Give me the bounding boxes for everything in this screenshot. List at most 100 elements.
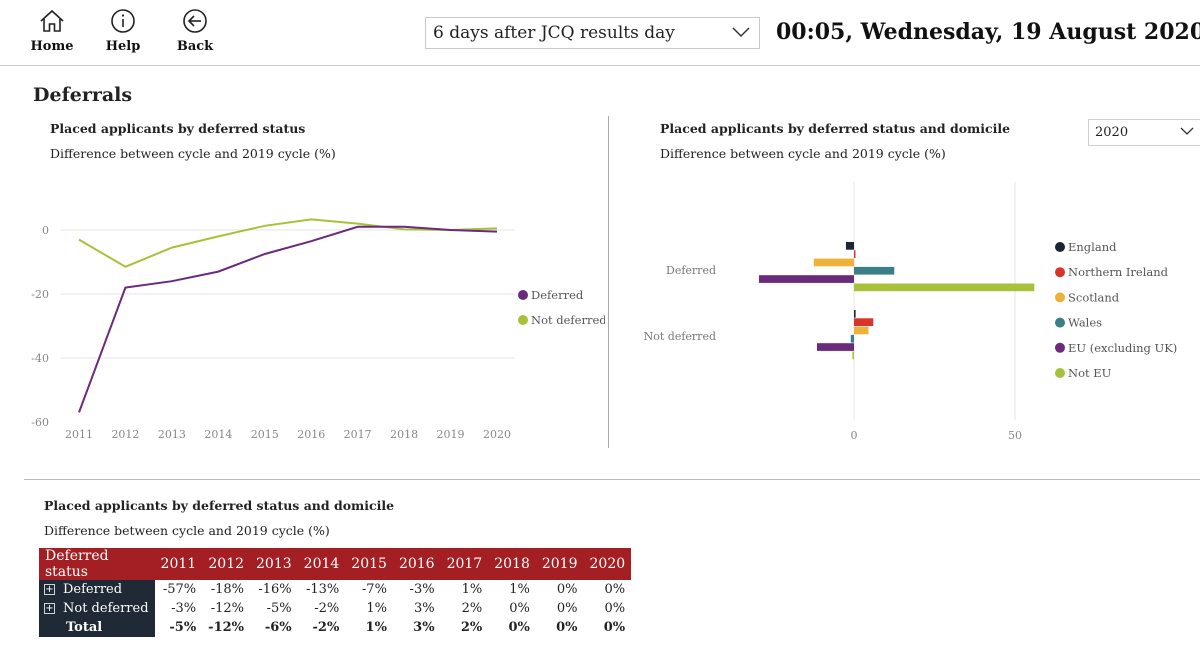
chevron-down-icon bbox=[1180, 127, 1194, 135]
table-cell: 1% bbox=[365, 620, 387, 635]
table-cell: 0% bbox=[509, 601, 530, 616]
table-cell: 1% bbox=[461, 582, 483, 597]
chevron-down-icon bbox=[732, 27, 750, 38]
x-tick-label: 2013 bbox=[158, 428, 186, 441]
table-cell: 2% bbox=[461, 601, 483, 616]
header-year: 2016 bbox=[392, 548, 441, 580]
vertical-divider bbox=[608, 116, 609, 448]
legend-marker bbox=[518, 315, 528, 325]
table-row: + Deferred -57% -18% -16% -13% -7% -3% 1% 1% 0% 0% bbox=[39, 580, 631, 599]
legend-label: Northern Ireland bbox=[1068, 265, 1169, 279]
legend-marker bbox=[1055, 342, 1065, 353]
table-cell: 0% bbox=[603, 620, 626, 635]
bar-eu-excluding-uk bbox=[816, 343, 854, 351]
table-cell: -12% bbox=[210, 601, 245, 616]
row-label-text: Deferred bbox=[63, 582, 123, 597]
back-button[interactable]: Back bbox=[165, 8, 225, 54]
header-year: 2013 bbox=[250, 548, 298, 580]
table-row: + Not deferred -3% -12% -5% -2% 1% 3% 2% 0% 0% 0% bbox=[39, 599, 631, 618]
legend-marker bbox=[1055, 317, 1065, 328]
x-tick-label: 2018 bbox=[390, 428, 418, 441]
legend-marker bbox=[1055, 292, 1065, 303]
header-year: 2014 bbox=[297, 548, 346, 580]
table-cell: 3% bbox=[413, 620, 435, 635]
legend-label: Wales bbox=[1068, 316, 1102, 330]
row-label-text: Total bbox=[66, 620, 103, 635]
table-cell: -13% bbox=[306, 582, 340, 597]
table-cell: 1% bbox=[509, 582, 530, 597]
category-label: Not deferred bbox=[644, 330, 716, 343]
timepoint-selected: 6 days after JCQ results day bbox=[433, 23, 675, 43]
bar-chart-deferred-domicile: 0 50 Deferred Not deferred England Northern I… bbox=[644, 182, 1177, 442]
deferral-matrix-table: Deferred status 2011 2012 2013 2014 2015 2016… bbox=[39, 548, 632, 637]
x-tick-label: 2012 bbox=[111, 428, 139, 441]
table-cell: 1% bbox=[366, 601, 387, 616]
x-tick-label: 2016 bbox=[297, 428, 325, 441]
expand-icon[interactable]: + bbox=[44, 603, 55, 614]
bar-northern-ireland bbox=[854, 318, 874, 326]
table-cell: -5% bbox=[266, 601, 292, 616]
line-chart-deferred-status: 0 -20 -40 -60 2011 2012 2013 2014 2015 2016 2017 20… bbox=[31, 218, 605, 441]
header-year: 2019 bbox=[535, 548, 584, 580]
x-tick-label: 2015 bbox=[251, 428, 279, 441]
table-cell: -12% bbox=[208, 620, 245, 635]
info-icon bbox=[111, 9, 135, 33]
x-tick-label: 2019 bbox=[437, 428, 465, 441]
section-title: Deferrals bbox=[33, 84, 133, 106]
row-label[interactable]: + Not deferred bbox=[39, 599, 155, 618]
table-cell: -7% bbox=[361, 582, 387, 597]
row-label-total: Total bbox=[39, 618, 155, 637]
row-label[interactable]: + Deferred bbox=[39, 580, 155, 599]
x-tick-label: 2011 bbox=[65, 428, 93, 441]
legend-marker bbox=[1055, 242, 1065, 252]
legend-marker bbox=[518, 290, 528, 300]
bar-wales bbox=[854, 266, 895, 275]
legend-marker bbox=[1055, 267, 1065, 278]
table-cell: 3% bbox=[413, 601, 435, 616]
legend-label: Scotland bbox=[1068, 290, 1120, 304]
table-cell: 0% bbox=[604, 582, 626, 597]
bar-wales bbox=[850, 334, 854, 343]
chart2-subtitle: Difference between cycle and 2019 cycle … bbox=[660, 146, 946, 161]
year-selected: 2020 bbox=[1095, 125, 1129, 140]
header-year: 2018 bbox=[488, 548, 536, 580]
header-year: 2011 bbox=[154, 548, 203, 580]
series-line-not-deferred bbox=[78, 218, 498, 268]
back-arrow-icon bbox=[183, 9, 207, 33]
table-cell: -5% bbox=[169, 620, 197, 635]
top-bar: Home Help Back 6 days after JCQ results … bbox=[0, 0, 1200, 66]
legend-label: Not EU bbox=[1068, 366, 1112, 380]
home-button[interactable]: Home bbox=[22, 8, 82, 54]
help-label: Help bbox=[105, 39, 141, 54]
expand-icon[interactable]: + bbox=[44, 584, 55, 595]
legend-label: EU (excluding UK) bbox=[1068, 341, 1177, 355]
legend-marker bbox=[1055, 368, 1065, 378]
bar-northern-ireland bbox=[854, 250, 856, 258]
series-line-deferred bbox=[78, 225, 498, 413]
year-dropdown[interactable]: 2020 bbox=[1088, 119, 1200, 146]
chart2-title: Placed applicants by deferred status and… bbox=[660, 121, 1011, 136]
bar-not-eu bbox=[854, 283, 1035, 292]
table-cell: 2% bbox=[460, 620, 483, 635]
table-cell: -3% bbox=[409, 582, 435, 597]
row-label-text: Not deferred bbox=[63, 601, 149, 616]
category-label: Deferred bbox=[666, 264, 716, 277]
datetime-display: 00:05, Wednesday, 19 August 2020 bbox=[776, 19, 1200, 45]
bar-scotland bbox=[813, 258, 854, 267]
table-cell: 0% bbox=[508, 620, 530, 635]
header-deferred-status: Deferred status bbox=[39, 548, 155, 580]
timepoint-dropdown[interactable]: 6 days after JCQ results day bbox=[425, 17, 760, 49]
help-button[interactable]: Help bbox=[93, 8, 153, 54]
table-header-row: Deferred status 2011 2012 2013 2014 2015 2016… bbox=[39, 548, 632, 580]
table-cell: -57% bbox=[162, 582, 197, 597]
table-subtitle: Difference between cycle and 2019 cycle … bbox=[44, 523, 330, 538]
legend-label: England bbox=[1068, 240, 1117, 254]
table-cell: -16% bbox=[258, 582, 292, 597]
table-cell: -6% bbox=[264, 620, 292, 635]
x-tick-label: 2020 bbox=[483, 428, 511, 441]
table-cell: 0% bbox=[604, 601, 626, 616]
x-tick-label: 50 bbox=[1008, 429, 1022, 442]
y-tick-label: 0 bbox=[42, 224, 49, 237]
header-year: 2017 bbox=[440, 548, 489, 580]
table-cell: 0% bbox=[556, 601, 578, 616]
